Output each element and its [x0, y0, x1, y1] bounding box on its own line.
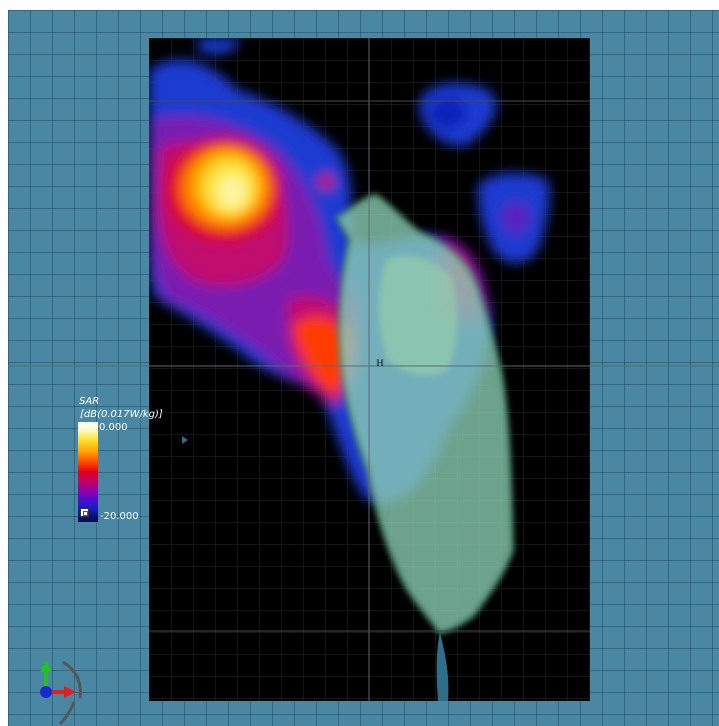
sar-scene — [8, 38, 719, 726]
probe-marker — [182, 436, 188, 444]
phantom-model — [334, 193, 515, 635]
legend-quantity: SAR — [79, 396, 100, 407]
origin-marker-icon: ℍ — [376, 359, 384, 369]
legend-min-label: -20.000 — [100, 511, 139, 522]
color-scale-bar — [78, 422, 98, 522]
3d-viewport[interactable]: SAR [dB(0.017W/kg)] 0.000 -20.000 ℍ — [8, 10, 719, 726]
legend-settings-icon[interactable] — [80, 508, 89, 517]
legend-unit: [dB(0.017W/kg)] — [80, 409, 163, 420]
phantom-base — [436, 632, 449, 701]
legend-max-label: 0.000 — [99, 422, 128, 433]
axes-triad-icon[interactable] — [40, 660, 82, 726]
